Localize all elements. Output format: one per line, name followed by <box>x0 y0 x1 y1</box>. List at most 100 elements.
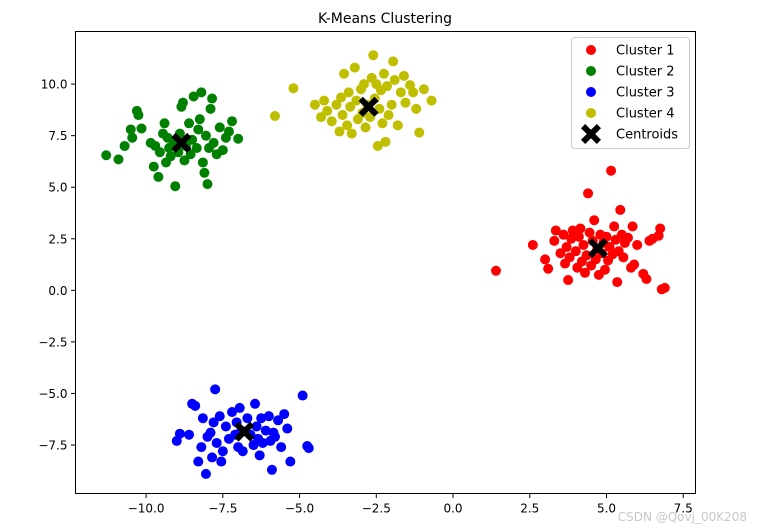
x-tick-label: −7.5 <box>208 502 237 516</box>
cluster-1-point <box>583 188 594 199</box>
cluster-4-point <box>336 92 346 103</box>
y-axis: −7.5 −5.0 −2.5 0.0 2.5 5.0 7.5 10.0 <box>38 78 76 453</box>
cluster-1-point <box>629 259 640 270</box>
cluster-1-point <box>540 254 551 265</box>
cluster-4-point <box>351 95 362 106</box>
cluster-2-point <box>197 157 208 168</box>
cluster-2-point <box>119 140 130 151</box>
legend-marker <box>586 66 596 76</box>
centroid-marker <box>171 132 192 153</box>
x-tick-label: −2.5 <box>362 502 391 516</box>
x-tick-label: −10.0 <box>128 502 165 516</box>
cluster-3-point <box>217 446 228 457</box>
cluster-3-point <box>273 415 284 426</box>
cluster-4-point <box>322 105 333 116</box>
cluster-3-point <box>270 431 280 442</box>
cluster-2-point <box>188 91 199 102</box>
cluster-2-point <box>227 116 238 127</box>
centroid-marker <box>234 421 255 442</box>
cluster-3-point <box>174 428 185 439</box>
cluster-1-point <box>566 233 577 244</box>
cluster-2-point <box>223 126 234 137</box>
cluster-3-point <box>251 421 262 432</box>
cluster-3-point <box>210 384 221 395</box>
cluster-4-point <box>360 122 371 133</box>
legend-box <box>571 37 690 149</box>
cluster-2-point <box>191 143 202 154</box>
cluster-4-point <box>395 87 406 98</box>
cluster-3-point <box>190 400 201 411</box>
centroid-markers <box>171 96 608 442</box>
cluster-1-point <box>543 263 554 274</box>
cluster-4-point <box>319 95 330 106</box>
cluster-4-point <box>288 83 299 94</box>
cluster-4-point <box>378 68 389 79</box>
cluster-4-point <box>368 50 379 61</box>
cluster-3-point <box>234 402 245 413</box>
cluster-4-point <box>414 127 425 138</box>
cluster-3-point <box>207 452 218 463</box>
cluster-4-point <box>408 87 419 98</box>
cluster-1-point <box>580 267 590 278</box>
cluster-1-point <box>659 282 670 293</box>
legend-marker <box>586 45 596 55</box>
cluster-2-point <box>127 132 138 143</box>
y-tick-label: 2.5 <box>48 232 67 246</box>
x-tick-label: 0.0 <box>443 502 462 516</box>
cluster-3-point <box>297 390 308 401</box>
cluster-4-point <box>331 99 342 110</box>
legend-label: Cluster 4 <box>616 107 675 122</box>
cluster-4-point <box>316 112 327 123</box>
cluster-2-point <box>214 122 225 133</box>
cluster-1-point <box>491 265 501 276</box>
legend: Cluster 1 Cluster 2 Cluster 3 Cluster 4 Cent… <box>571 37 690 149</box>
legend-label: Centroids <box>616 128 678 143</box>
cluster-1-point <box>590 254 601 265</box>
centroid-marker <box>358 96 379 117</box>
cluster-1-point <box>584 227 595 238</box>
cluster-4-point <box>426 95 437 106</box>
cluster-2-point <box>153 171 164 182</box>
cluster-1-point <box>575 223 586 234</box>
y-tick-label: 7.5 <box>48 129 67 143</box>
cluster-3-point <box>263 411 274 422</box>
x-tick-label: 7.5 <box>674 502 693 516</box>
cluster-1-point <box>612 277 623 288</box>
cluster-1-point <box>655 223 666 234</box>
cluster-3-point <box>266 464 277 475</box>
cluster-1-point <box>599 264 610 275</box>
cluster-3-point <box>254 450 265 461</box>
cluster-4-point <box>400 97 411 108</box>
cluster-4-point <box>386 99 397 110</box>
cluster-4-point <box>377 118 388 129</box>
legend-label: Cluster 2 <box>616 65 675 80</box>
x-tick-label: 2.5 <box>520 502 539 516</box>
cluster-3-point <box>276 442 287 453</box>
cluster-2-point <box>200 130 211 141</box>
cluster-3-point <box>193 456 204 467</box>
cluster-1-point <box>561 242 572 253</box>
cluster-2-point <box>101 150 112 161</box>
cluster-2-point <box>205 103 216 114</box>
cluster-1-point <box>558 229 569 240</box>
cluster-4-point <box>411 103 422 114</box>
cluster-3-point <box>197 413 208 424</box>
cluster-1-point <box>632 239 643 250</box>
cluster-1-point <box>641 274 652 284</box>
cluster-4-point <box>380 136 391 147</box>
cluster-3-point <box>303 443 314 454</box>
cluster-2-point <box>184 118 195 129</box>
cluster-1-point <box>527 239 538 250</box>
legend-marker <box>581 124 601 144</box>
x-tick-label: 5.0 <box>597 502 616 516</box>
cluster-1-point <box>555 248 566 259</box>
cluster-3-point <box>237 446 248 457</box>
cluster-4-point <box>342 120 353 131</box>
cluster-4-point <box>337 110 348 121</box>
cluster-1-point <box>578 239 589 250</box>
cluster-3-point <box>279 409 290 420</box>
cluster-3-point <box>184 429 195 440</box>
cluster-2-point <box>136 123 147 134</box>
cluster-1-point <box>589 215 600 226</box>
centroid-marker <box>587 238 608 259</box>
